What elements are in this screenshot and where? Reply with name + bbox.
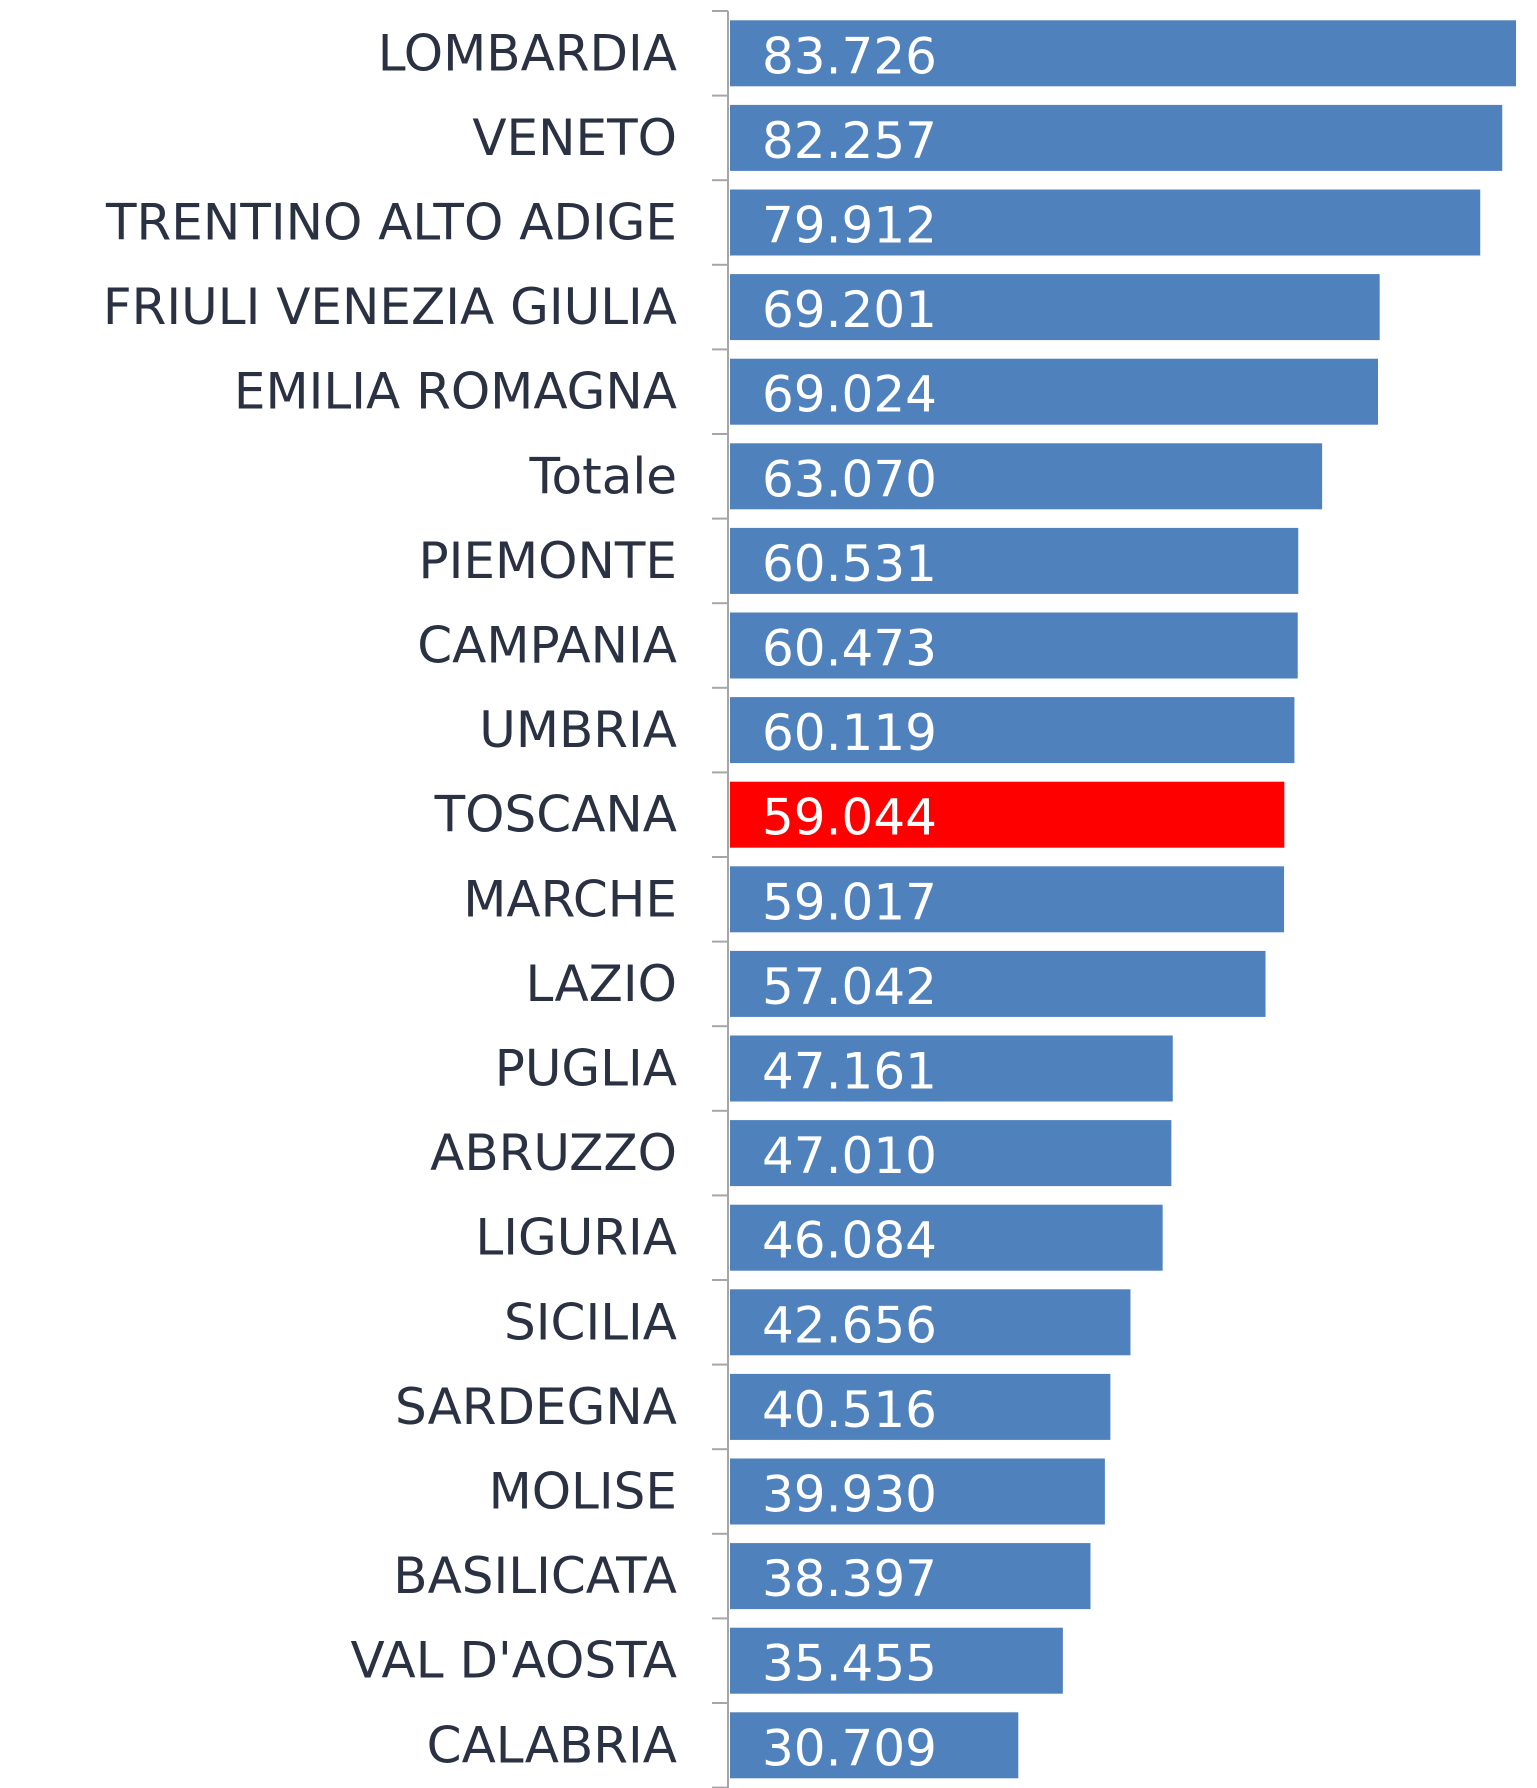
category-label: BASILICATA <box>393 1547 677 1605</box>
value-label: 59.044 <box>762 789 937 847</box>
value-label: 69.024 <box>762 366 937 424</box>
category-label: PUGLIA <box>495 1040 677 1098</box>
value-label: 35.455 <box>762 1635 937 1693</box>
category-label: SARDEGNA <box>395 1378 677 1436</box>
bar <box>730 1120 1172 1187</box>
bar <box>730 1035 1173 1102</box>
category-label: EMILIA ROMAGNA <box>234 363 677 421</box>
category-label: MOLISE <box>489 1463 677 1521</box>
value-label: 47.010 <box>762 1127 937 1185</box>
category-label: LAZIO <box>525 955 677 1013</box>
value-label: 69.201 <box>762 281 937 339</box>
value-label: 30.709 <box>762 1719 937 1777</box>
category-label: VENETO <box>472 109 677 167</box>
bar <box>730 1458 1105 1525</box>
category-label: UMBRIA <box>479 701 677 759</box>
category-label: TOSCANA <box>434 786 677 844</box>
category-label: ABRUZZO <box>430 1124 677 1182</box>
bar <box>730 189 1481 256</box>
bar <box>730 1627 1063 1694</box>
value-label: 39.930 <box>762 1466 937 1524</box>
value-label: 46.084 <box>762 1212 937 1270</box>
category-label: MARCHE <box>463 870 677 928</box>
category-label: CAMPANIA <box>417 617 677 675</box>
value-label: 42.656 <box>762 1296 937 1354</box>
category-label: LOMBARDIA <box>378 24 677 82</box>
category-label: VAL D'AOSTA <box>351 1632 678 1690</box>
value-label: 47.161 <box>762 1043 937 1101</box>
bar <box>730 781 1285 848</box>
value-label: 60.473 <box>762 620 937 678</box>
bar <box>730 1204 1163 1271</box>
bar <box>730 612 1298 679</box>
category-label: TRENTINO ALTO ADIGE <box>105 194 677 252</box>
bar <box>730 274 1380 341</box>
bar <box>730 1373 1111 1440</box>
category-label: PIEMONTE <box>418 532 677 590</box>
bar <box>730 104 1503 171</box>
bar <box>730 1289 1131 1356</box>
bar <box>730 697 1295 764</box>
value-label: 38.397 <box>762 1550 937 1608</box>
bar <box>730 950 1266 1017</box>
category-label: CALABRIA <box>427 1716 677 1774</box>
category-label: FRIULI VENEZIA GIULIA <box>103 278 677 336</box>
value-label: 60.119 <box>762 704 937 762</box>
value-label: 63.070 <box>762 450 937 508</box>
value-label: 82.257 <box>762 112 937 170</box>
bar <box>730 443 1323 510</box>
value-label: 79.912 <box>762 197 937 255</box>
bar <box>730 527 1299 594</box>
category-label: SICILIA <box>504 1293 677 1351</box>
category-label: LIGURIA <box>475 1209 677 1267</box>
bar <box>730 1712 1019 1779</box>
bar <box>730 20 1517 87</box>
value-label: 57.042 <box>762 958 937 1016</box>
value-label: 83.726 <box>762 27 937 85</box>
value-label: 40.516 <box>762 1381 937 1439</box>
bar <box>730 866 1285 933</box>
value-label: 59.017 <box>762 873 937 931</box>
category-label: Totale <box>528 447 677 505</box>
value-label: 60.531 <box>762 535 937 593</box>
bar <box>730 358 1379 425</box>
bar <box>730 1543 1091 1610</box>
